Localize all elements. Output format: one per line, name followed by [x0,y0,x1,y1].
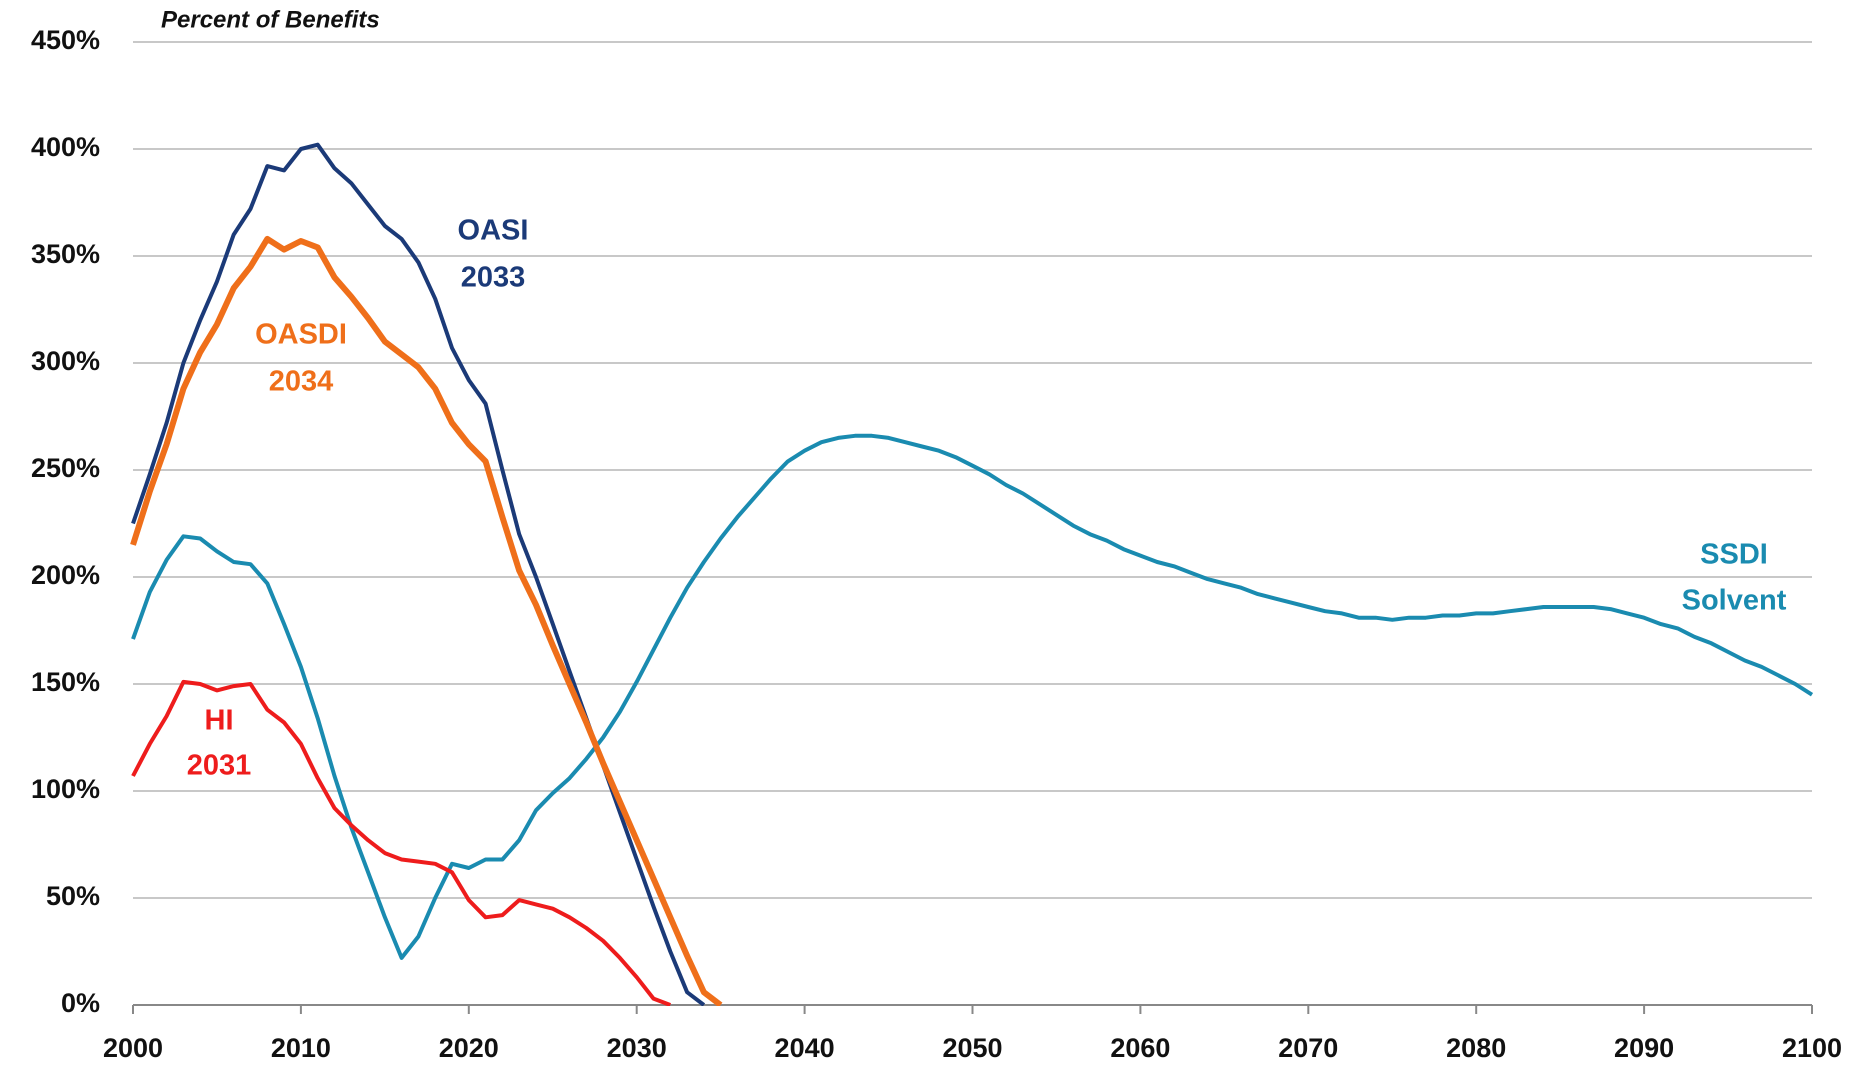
x-tick-label: 2000 [103,1033,163,1063]
y-tick-label: 100% [31,774,100,804]
x-tick-label: 2100 [1782,1033,1842,1063]
y-tick-label: 450% [31,25,100,55]
series-line [131,142,706,1006]
series-note: 2031 [187,750,252,782]
x-tick-label: 2080 [1446,1033,1506,1063]
y-tick-label: 150% [31,667,100,697]
x-tick-label: 2050 [942,1033,1002,1063]
x-tick-label: 2090 [1614,1033,1674,1063]
x-tick-label: 2030 [607,1033,667,1063]
y-tick-label: 250% [31,453,100,483]
x-tick-label: 2010 [271,1033,331,1063]
series-note: 2033 [461,262,526,294]
series-line [131,433,1814,960]
x-tick-label: 2070 [1278,1033,1338,1063]
y-axis-title: Percent of Benefits [161,6,380,33]
series-line [130,235,723,1006]
y-tick-label: 200% [31,560,100,590]
x-tick-label: 2020 [439,1033,499,1063]
x-tick-label: 2060 [1110,1033,1170,1063]
y-tick-label: 400% [31,132,100,162]
series-label: HI [205,705,234,737]
series-label: OASI [458,215,529,247]
y-tick-label: 0% [61,988,100,1018]
x-tick-label: 2040 [775,1033,835,1063]
series-label: SSDI [1700,539,1768,571]
series-line [131,679,672,1006]
series-label: OASDI [255,319,347,351]
y-tick-label: 350% [31,239,100,269]
series-note: 2034 [269,366,334,398]
y-tick-label: 50% [46,881,100,911]
series-note: Solvent [1682,585,1787,617]
y-tick-label: 300% [31,346,100,376]
